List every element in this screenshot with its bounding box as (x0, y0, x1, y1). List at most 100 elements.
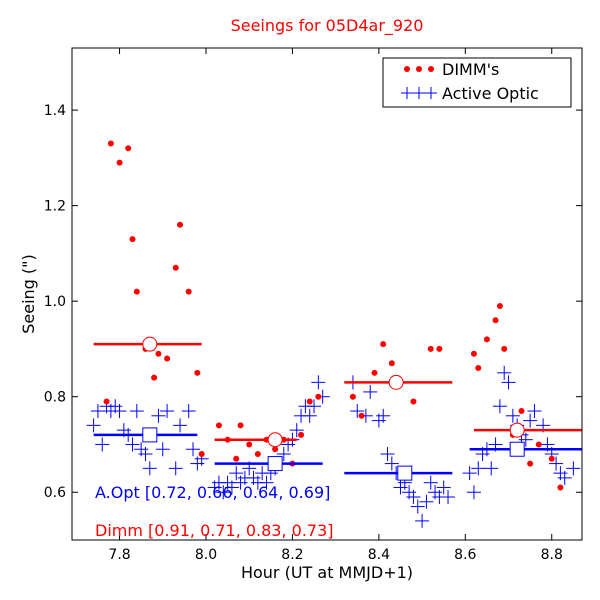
dimm-point (107, 140, 114, 147)
dimm-point (194, 369, 201, 376)
legend-dimm-label: DIMM's (442, 60, 499, 79)
ao-point (307, 399, 322, 414)
legend-ao-label: Active Optic (442, 84, 539, 103)
ao-point (311, 375, 326, 390)
ao-point (518, 432, 533, 447)
dimm-mean-marker (509, 422, 525, 438)
dimm-point (103, 398, 110, 405)
ao-point (410, 499, 425, 514)
dimm-point (518, 408, 525, 415)
plot-background (72, 48, 582, 540)
dimm-point (358, 412, 365, 419)
dimm-point (177, 221, 184, 228)
ao-point (155, 442, 170, 457)
ao-point (376, 408, 391, 423)
ao-point (566, 461, 581, 476)
dimm-point (246, 441, 253, 448)
x-axis-label: Hour (UT at MMJD+1) (241, 563, 413, 582)
dimm-point (125, 145, 132, 152)
ao-mean-marker (142, 427, 158, 443)
dimm-point (254, 451, 261, 458)
y-tick-label: 1.0 (44, 294, 66, 310)
plot-frame (71, 47, 583, 541)
ao-point (125, 437, 140, 452)
data-marks (86, 140, 582, 528)
dimm-point (501, 345, 508, 352)
dimm-point (198, 451, 205, 458)
y-axis-ticks: 0.6 0.8 1.0 1.2 1.4 (44, 103, 582, 501)
dimm-mean-marker (388, 374, 404, 390)
ao-point (350, 404, 365, 419)
ao-point (90, 404, 105, 419)
dimm-point (233, 455, 240, 462)
dimm-point (535, 441, 542, 448)
dimm-point (483, 336, 490, 343)
ao-point (471, 461, 486, 476)
ao-point (259, 475, 274, 490)
dimm-point (172, 264, 179, 271)
ao-point (505, 408, 520, 423)
y-tick-label: 0.6 (44, 485, 66, 501)
ao-point (363, 384, 378, 399)
y-tick-label: 1.2 (44, 199, 66, 215)
legend-dimm-swatch (404, 66, 434, 72)
ao-point (523, 413, 538, 428)
dimm-point (427, 345, 434, 352)
ao-point (112, 404, 127, 419)
ao-point (173, 418, 188, 433)
dimm-point (496, 302, 503, 309)
ao-point (415, 513, 430, 528)
dimm-summary-annotation: Dimm [0.91, 0.71, 0.83, 0.73] (95, 521, 334, 540)
ao-point (181, 404, 196, 419)
ao-mean-marker (509, 441, 525, 457)
chart-title: Seeings for 05D4ar_920 (231, 16, 424, 36)
dimm-point (557, 484, 564, 491)
x-tick-label: 8.8 (541, 547, 563, 563)
dimm-point (470, 350, 477, 357)
ao-point (423, 475, 438, 490)
ao-point (302, 408, 317, 423)
x-tick-label: 8.6 (454, 547, 476, 563)
dimm-point (388, 360, 395, 367)
ao-point (384, 456, 399, 471)
dimm-point (185, 288, 192, 295)
y-tick-label: 0.8 (44, 390, 66, 406)
dimm-point (436, 345, 443, 352)
dimm-mean-marker (267, 432, 283, 448)
legend-dimm-dot-3 (428, 66, 434, 72)
dimm-point (151, 374, 158, 381)
dimm-point (371, 369, 378, 376)
y-tick-label: 1.4 (44, 103, 66, 119)
legend-box (382, 57, 572, 108)
x-tick-label: 8.2 (281, 547, 303, 563)
ao-point (129, 404, 144, 419)
ao-point (160, 404, 175, 419)
dimm-point (492, 317, 499, 324)
ao-summary-annotation: A.Opt [0.72, 0.66, 0.64, 0.69] (95, 483, 330, 502)
ao-point (484, 461, 499, 476)
legend: DIMM's Active Optic (382, 57, 572, 108)
dimm-point (215, 422, 222, 429)
ao-point (462, 466, 477, 481)
ao-point (492, 399, 507, 414)
ao-point (441, 490, 456, 505)
ao-point (380, 447, 395, 462)
dimm-point (237, 422, 244, 429)
dimm-point (475, 365, 482, 372)
x-axis-ticks: 7.8 8.0 8.2 8.4 8.6 8.8 (108, 48, 563, 563)
dimm-point (349, 393, 356, 400)
ao-point (138, 447, 153, 462)
x-tick-label: 8.0 (195, 547, 217, 563)
ao-point (276, 447, 291, 462)
legend-ao-swatch (401, 87, 437, 99)
ao-point (557, 470, 572, 485)
ao-point (229, 466, 244, 481)
dimm-point (527, 460, 534, 467)
y-axis-label: Seeing (") (19, 254, 38, 334)
dimm-point (306, 398, 313, 405)
ao-point (419, 494, 434, 509)
ao-point (151, 408, 166, 423)
plot-area (72, 48, 582, 540)
ao-point (466, 485, 481, 500)
dimm-point (410, 398, 417, 405)
